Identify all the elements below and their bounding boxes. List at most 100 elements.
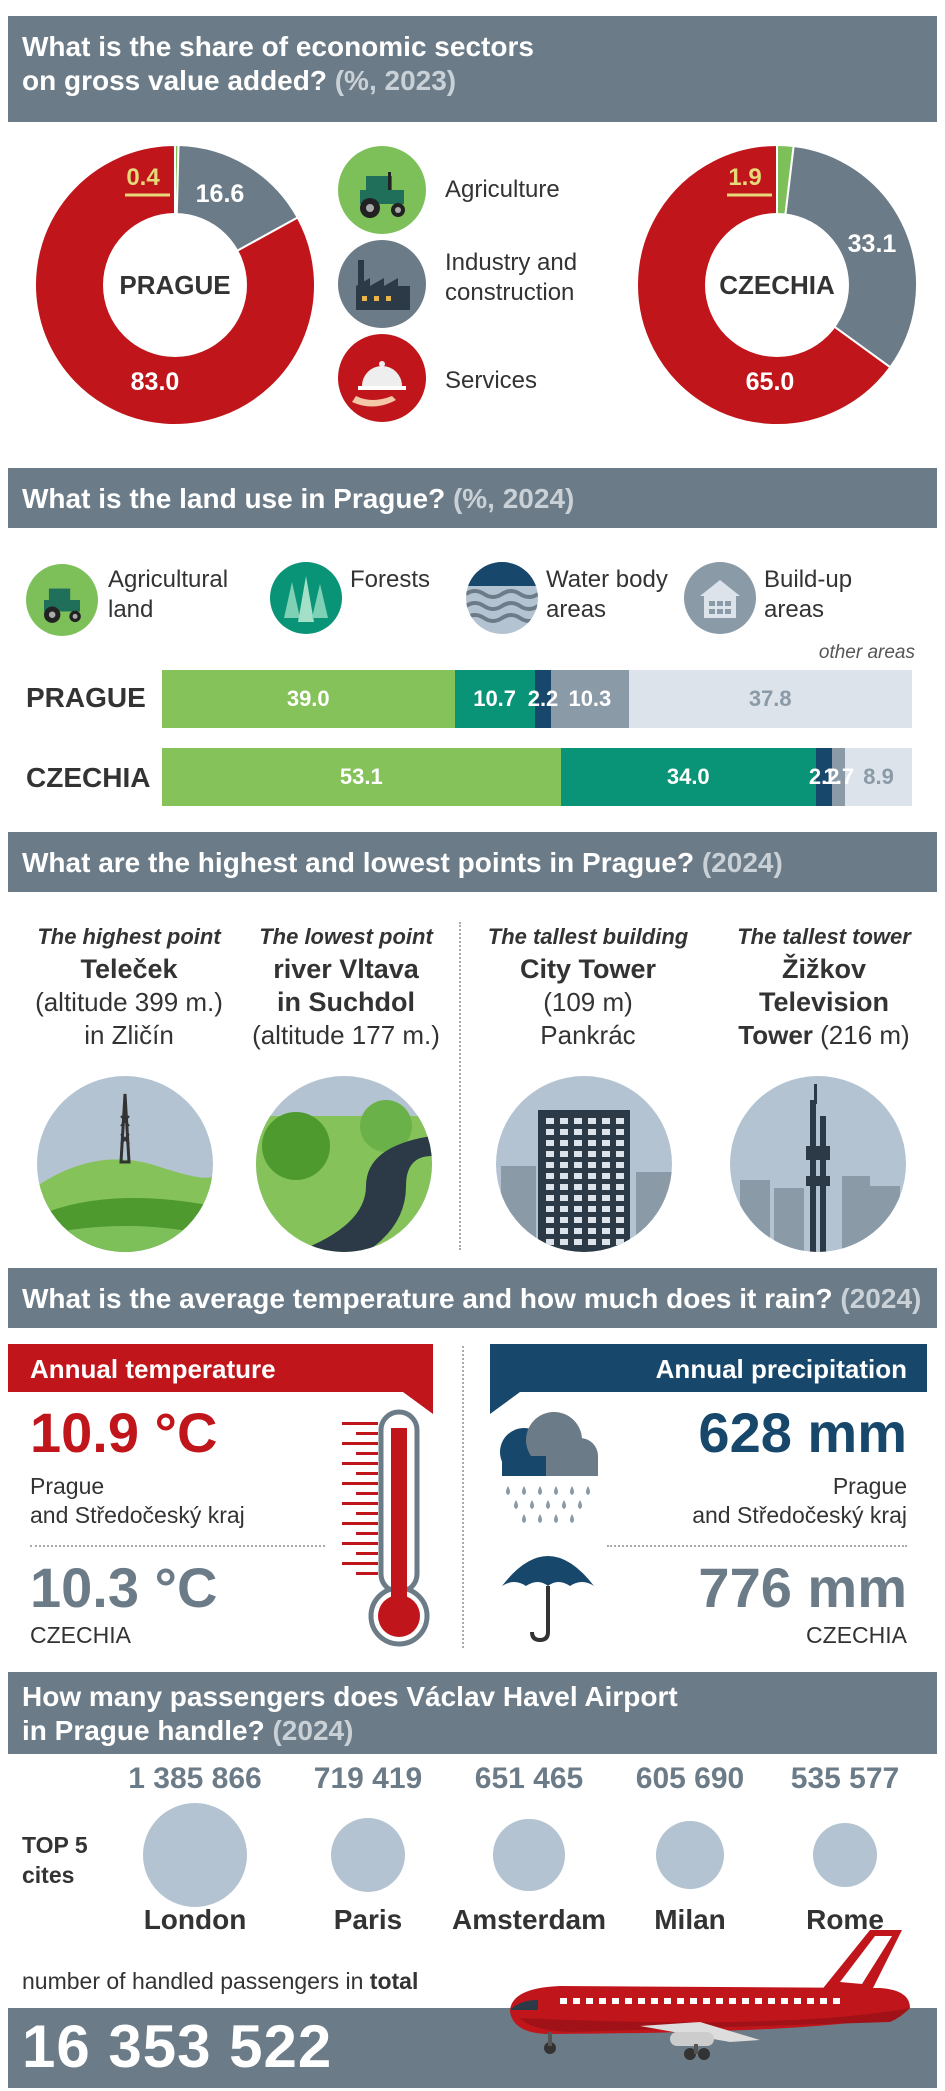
temperature-heading-banner [8,1344,433,1414]
legend-industry-line2: construction [445,279,575,306]
city-passengers-4: 535 577 [790,1762,900,1795]
land-prague-value-forest: 10.7 [473,686,517,711]
legend-water: Water body areas [546,565,668,625]
gva-title-line1: What is the share of economic sectors [22,31,534,62]
legend-built-line1: Build-up [764,566,853,593]
airport-header: How many passengers does Václav Havel Ai… [8,1672,937,1754]
river-illustration [256,1076,432,1252]
weather-title: What is the average temperature and how … [22,1283,833,1314]
tallest-building-text: The tallest building City Tower (109 m) … [470,924,706,1051]
prague-precipitation-label: Prague and Středočeský kraj [692,1472,907,1530]
umbrella-icon [502,1556,594,1643]
hill-with-mast-illustration [37,1076,213,1252]
prague-gva-donut: PRAGUE 0.4 16.6 83.0 [34,143,316,426]
czechia-gva-label: CZECHIA [719,270,835,300]
land-czechia-segment-built [832,748,846,806]
land-title: What is the land use in Prague? [22,483,446,514]
lowest-point-text: The lowest point river Vltava in Suchdol… [240,924,452,1051]
gva-title-unit: (%, 2023) [334,65,457,96]
land-czechia-segment-agri: 53.1 [162,748,561,806]
czechia-gva-donut: CZECHIA 1.9 33.1 65.0 [636,143,918,426]
land-czechia-value-agri: 53.1 [339,764,383,789]
gva-header: What is the share of economic sectors on… [8,16,937,122]
land-czechia-value-built: 1.7 [823,764,855,789]
city-name-0: London [143,1904,247,1935]
land-prague-value-other: 37.8 [748,686,792,711]
prague-temperature-value: 10.9 °C [30,1401,218,1464]
tower-name-line1: Žižkov [781,954,867,984]
tv-tower-illustration [730,1076,906,1252]
lowest-name-line2: in Suchdol [277,987,415,1017]
weather-title-unit: (2024) [840,1283,922,1314]
city-name-4: Rome [806,1904,884,1935]
city-name-1: Paris [333,1904,403,1935]
precip-prague-label-line1: Prague [832,1473,907,1499]
land-czechia-segment-other: 8.9 [845,748,912,806]
legend-agriculture: Agriculture [445,176,560,203]
legend-agri-land: Agricultural land [108,565,228,625]
land-title-unit: (%, 2024) [452,483,575,514]
land-czechia-value-other: 8.9 [863,764,894,789]
land-czechia-segment-forest: 34.0 [560,748,816,806]
building-height: (109 m) [543,987,633,1017]
temperature-divider [30,1545,325,1547]
land-prague-segment-other: 37.8 [628,670,912,728]
land-prague-segment-forest: 10.7 [454,670,535,728]
precipitation-heading: Annual precipitation [655,1354,907,1384]
czechia-gva-agri-value: 1.9 [728,164,761,191]
highest-altitude: (altitude 399 m.) [35,987,223,1017]
precip-prague-label-line2: and Středočeský kraj [692,1502,907,1528]
airplane-icon [510,1930,910,2060]
czechia-gva-industry-value: 33.1 [848,230,897,258]
legend-forests: Forests [350,566,431,593]
land-prague-value-built: 10.3 [568,686,612,711]
top5-label-line2: cites [22,1862,75,1888]
city-passengers-3: 605 690 [635,1762,745,1795]
temperature-heading: Annual temperature [30,1354,276,1384]
thermometer-icon [342,1409,430,1647]
city-passengers-2: 651 465 [474,1762,584,1795]
land-czechia-value-water: 2.2 [808,764,840,789]
legend-built-line2: areas [764,596,825,623]
prague-gva-label: PRAGUE [119,270,230,300]
city-bubble-3 [655,1820,725,1890]
prague-gva-agri-value: 0.4 [126,164,160,191]
points-title-unit: (2024) [701,847,783,878]
prague-precipitation-value: 628 mm [698,1401,907,1464]
tower-name-line3: Tower [738,1020,813,1050]
czechia-precipitation-value: 776 mm [698,1556,907,1619]
water-waves-icon [466,562,538,634]
highest-location: in Zličín [84,1020,174,1050]
building-location: Pankrác [540,1020,636,1050]
legend-industry-line1: Industry and [445,249,578,276]
factory-icon [338,240,426,328]
forest-icon [270,562,342,634]
land-prague-value-water: 2.2 [527,686,559,711]
points-header: What are the highest and lowest points i… [8,832,937,892]
building-name: City Tower [519,954,656,984]
total-passengers-value: 16 353 522 [22,2013,333,2080]
lowest-heading: The lowest point [259,924,433,949]
tallest-tower-text: The tallest tower Žižkov Television Towe… [710,924,938,1051]
tower-height: (216 m) [820,1020,910,1050]
city-tower-illustration [496,1076,672,1252]
airport-title-line1: How many passengers does Václav Havel Ai… [22,1681,678,1712]
airport-title-unit: (2024) [272,1715,354,1746]
czechia-gva-slice-1 [775,144,918,369]
city-bubble-0 [143,1803,247,1907]
legend-agri-line1: Agricultural [108,566,229,593]
city-passengers-1: 719 419 [313,1762,423,1795]
total-passengers-label: number of handled passengers in total [22,1968,418,1995]
lowest-altitude: (altitude 177 m.) [252,1020,440,1050]
land-czechia-segment-water [815,748,833,806]
land-czechia-value-forest: 34.0 [666,764,710,789]
top5-label-line1: TOP 5 [22,1832,88,1858]
building-heading: The tallest building [487,924,689,949]
building-icon [684,562,756,634]
tower-heading: The tallest tower [737,924,911,949]
highest-point-text: The highest point Teleček (altitude 399 … [14,924,244,1051]
temp-prague-label-line2: and Středočeský kraj [30,1502,245,1528]
land-prague-value-agri: 39.0 [286,686,330,711]
land-prague-bar: 39.0 10.7 10.3 37.8 2.2 [162,670,912,728]
land-header: What is the land use in Prague? (%, 2024… [8,468,937,528]
